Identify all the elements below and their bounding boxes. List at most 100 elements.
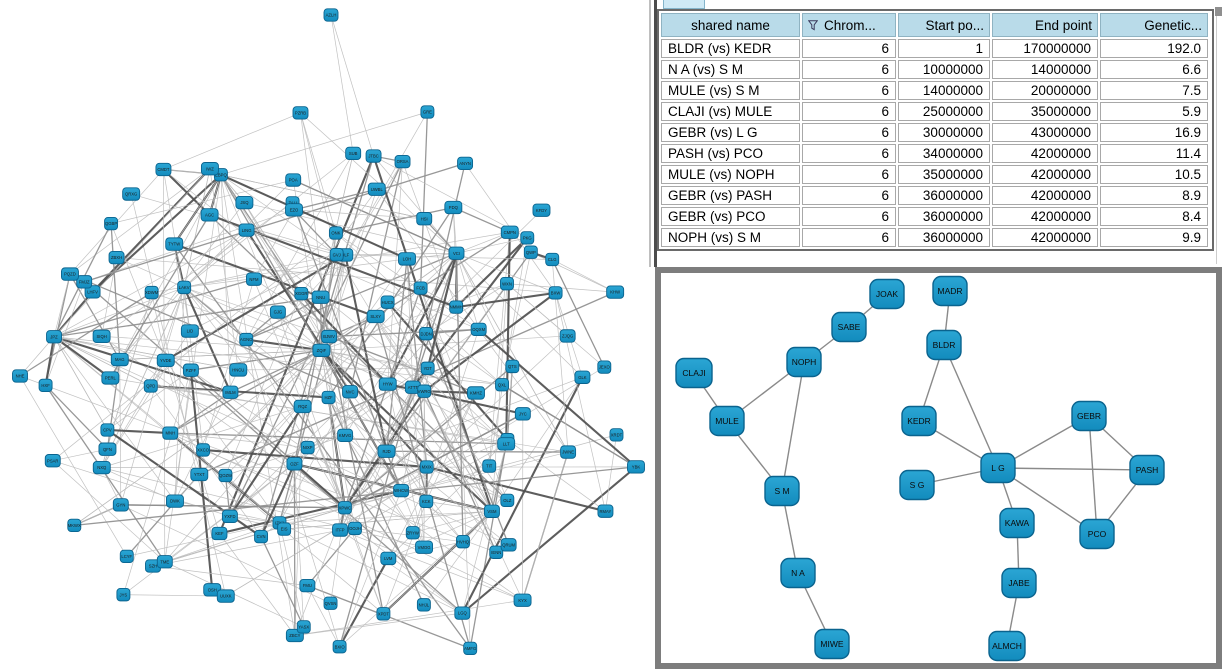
network-node[interactable]: MAG [110,352,129,367]
network-node[interactable]: KAWA [999,507,1035,539]
network-node[interactable]: VSM [483,504,500,518]
table-cell-shared_name[interactable]: PASH (vs) PCO [661,144,800,163]
table-cell-start_point[interactable]: 1 [898,39,990,58]
network-node[interactable]: NOPH [786,346,822,378]
network-node[interactable]: QXL [495,378,509,392]
network-node[interactable]: SUB [345,146,362,161]
table-cell-start_point[interactable]: 14000000 [898,81,990,100]
network-node[interactable]: AGC [200,208,219,222]
network-node[interactable]: HUCX [380,295,395,309]
table-cell-genetic[interactable]: 8.9 [1100,186,1208,205]
network-node[interactable]: QGBP [104,216,119,231]
network-node[interactable]: EIS [277,522,292,536]
table-cell-chromosome[interactable]: 6 [802,144,896,163]
network-node[interactable]: NXQ [92,460,111,475]
network-node[interactable]: OOJH [348,521,362,536]
table-cell-genetic[interactable]: 9.9 [1100,228,1208,247]
column-header-start_point[interactable]: Start po... [898,13,990,37]
network-node[interactable]: QVSN [323,596,338,610]
network-node[interactable]: BXIO [332,640,347,654]
table-cell-chromosome[interactable]: 6 [802,102,896,121]
network-node[interactable]: PZFF [182,363,199,377]
table-cell-start_point[interactable]: 35000000 [898,165,990,184]
network-node[interactable]: QWP [523,245,538,259]
network-node[interactable]: XDWM [144,285,159,300]
table-cell-start_point[interactable]: 36000000 [898,228,990,247]
network-node[interactable]: LGQ [454,606,471,620]
network-node[interactable]: TYTW [165,237,184,251]
column-header-end_point[interactable]: End point [992,13,1098,37]
network-node[interactable]: LCYF [119,549,134,564]
network-node[interactable]: WXN [500,277,514,291]
network-node[interactable]: LLT [497,437,516,451]
table-cell-shared_name[interactable]: NOPH (vs) S M [661,228,800,247]
network-node[interactable]: SIQH [92,329,111,343]
network-node[interactable]: ONK [328,226,343,240]
table-cell-shared_name[interactable]: GEBR (vs) PCO [661,207,800,226]
network-node[interactable]: GEBR [1071,400,1107,432]
network-node[interactable]: JABE [1001,567,1037,599]
network-node[interactable]: AZLH [323,8,339,22]
table-cell-end_point[interactable]: 170000000 [992,39,1098,58]
table-vertical-scrollbar-thumb[interactable] [1215,7,1222,16]
network-node[interactable]: JTBC [365,149,382,163]
network-node[interactable]: DJDN [419,327,434,341]
network-node[interactable]: S G [899,469,935,501]
table-cell-end_point[interactable]: 20000000 [992,81,1098,100]
table-cell-genetic[interactable]: 7.5 [1100,81,1208,100]
table-row[interactable]: GEBR (vs) PASH 6 36000000 42000000 8.9 [661,186,1208,205]
table-cell-chromosome[interactable]: 6 [802,186,896,205]
network-node[interactable]: QOZW [218,468,233,483]
network-node[interactable]: NHJL [416,598,431,612]
network-node[interactable]: HVHQ [456,535,470,549]
table-cell-end_point[interactable]: 14000000 [992,60,1098,79]
network-node[interactable]: LID [180,324,199,338]
network-node[interactable]: NIXP [300,440,315,455]
table-row[interactable]: BLDR (vs) KEDR 6 1 170000000 192.0 [661,39,1208,58]
network-node[interactable]: CLG [545,252,560,267]
network-node[interactable]: KMVG [337,428,354,443]
network-node[interactable]: JPZ [46,330,62,344]
detail-network-panel[interactable]: JOAK MADR SABE BLDR NOPH CLAJI MULE KEDR GEBR L G… [655,267,1222,669]
network-node[interactable]: RJD [377,444,396,458]
table-cell-genetic[interactable]: 10.5 [1100,165,1208,184]
table-cell-chromosome[interactable]: 6 [802,60,896,79]
table-cell-end_point[interactable]: 42000000 [992,186,1098,205]
network-node[interactable]: PERL [101,371,120,385]
overview-network-svg[interactable]: AZLH HZF BJWV NVC RQZ HYW NIXP ZQIF ATTT IMLM SLXY… [0,0,648,669]
network-node[interactable]: JEXO [597,360,612,374]
table-vertical-scrollbar-track[interactable] [1216,9,1217,264]
network-node[interactable]: MADR [932,275,968,307]
network-node[interactable]: DWK [166,494,184,508]
table-cell-shared_name[interactable]: CLAJI (vs) MULE [661,102,800,121]
network-node[interactable]: CVN [254,529,269,544]
network-node[interactable]: L G [980,452,1016,484]
network-node[interactable]: NHE [12,369,28,383]
network-node[interactable]: LVM [380,551,397,566]
table-row[interactable]: CLAJI (vs) MULE 6 25000000 35000000 5.9 [661,102,1208,121]
network-node[interactable]: PZRB [292,106,309,120]
table-cell-start_point[interactable]: 36000000 [898,207,990,226]
network-node[interactable]: IENN [489,545,504,559]
network-node[interactable]: FCB [413,281,428,295]
network-node[interactable]: VMOG [415,540,434,554]
network-node[interactable]: ZRYW [405,526,420,540]
network-node[interactable]: N A [780,557,816,589]
network-node[interactable]: ORSA [394,154,411,169]
network-node[interactable]: HSI [416,212,433,226]
network-node[interactable]: CLAJI [675,357,713,389]
table-cell-end_point[interactable]: 42000000 [992,228,1098,247]
network-node[interactable]: GYN [112,498,129,512]
network-node[interactable]: YTXT [190,467,209,482]
network-node[interactable]: BXW [548,286,563,300]
network-node[interactable]: JOAK [869,278,905,310]
network-node[interactable]: NMMH [449,300,464,314]
network-node[interactable]: MKWX [67,518,82,533]
table-cell-shared_name[interactable]: MULE (vs) NOPH [661,165,800,184]
network-node[interactable]: PKG [520,231,535,245]
network-node[interactable]: ZJQG [559,329,576,343]
network-node[interactable]: JYC [514,407,531,421]
table-cell-genetic[interactable]: 8.4 [1100,207,1208,226]
network-node[interactable]: XPDT [376,607,391,621]
table-row[interactable]: GEBR (vs) PCO 6 36000000 42000000 8.4 [661,207,1208,226]
